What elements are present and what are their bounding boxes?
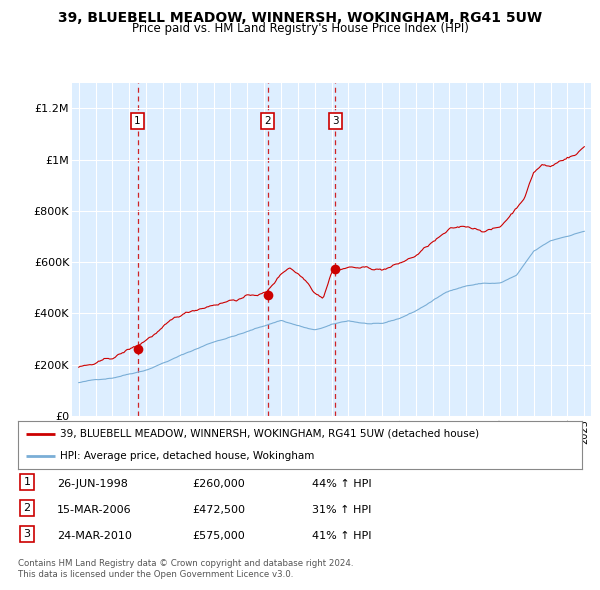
Text: 39, BLUEBELL MEADOW, WINNERSH, WOKINGHAM, RG41 5UW (detached house): 39, BLUEBELL MEADOW, WINNERSH, WOKINGHAM… [60,429,479,439]
Text: 1: 1 [134,116,141,126]
Text: 1: 1 [23,477,31,487]
Text: 3: 3 [332,116,338,126]
Text: 39, BLUEBELL MEADOW, WINNERSH, WOKINGHAM, RG41 5UW: 39, BLUEBELL MEADOW, WINNERSH, WOKINGHAM… [58,11,542,25]
Text: This data is licensed under the Open Government Licence v3.0.: This data is licensed under the Open Gov… [18,571,293,579]
Text: £472,500: £472,500 [192,505,245,515]
Text: 15-MAR-2006: 15-MAR-2006 [57,505,131,515]
Text: HPI: Average price, detached house, Wokingham: HPI: Average price, detached house, Woki… [60,451,314,461]
Text: £260,000: £260,000 [192,479,245,489]
Text: Contains HM Land Registry data © Crown copyright and database right 2024.: Contains HM Land Registry data © Crown c… [18,559,353,568]
Text: 2: 2 [265,116,271,126]
Text: £575,000: £575,000 [192,531,245,541]
Text: 2: 2 [23,503,31,513]
Text: Price paid vs. HM Land Registry's House Price Index (HPI): Price paid vs. HM Land Registry's House … [131,22,469,35]
Text: 44% ↑ HPI: 44% ↑ HPI [312,479,371,489]
Text: 24-MAR-2010: 24-MAR-2010 [57,531,132,541]
Text: 31% ↑ HPI: 31% ↑ HPI [312,505,371,515]
Text: 3: 3 [23,529,31,539]
Text: 26-JUN-1998: 26-JUN-1998 [57,479,128,489]
Text: 41% ↑ HPI: 41% ↑ HPI [312,531,371,541]
